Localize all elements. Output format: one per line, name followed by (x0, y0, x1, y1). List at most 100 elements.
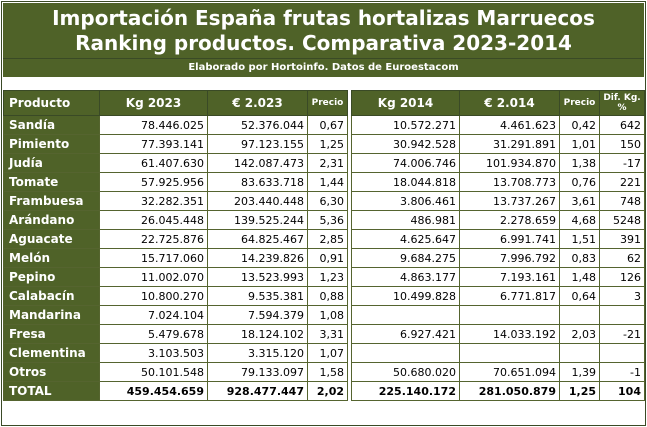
precio-2014-cell: 2,03 (559, 324, 600, 344)
dif-kg-cell: 104 (599, 381, 645, 401)
precio-2023-cell: 0,91 (307, 248, 348, 268)
table-row: Frambuesa 32.282.351 203.440.448 6,30 3.806.… (3, 191, 645, 211)
precio-2023-cell: 2,31 (307, 153, 348, 173)
header-eur-2014: € 2.014 (459, 90, 560, 116)
header-kg-2014: Kg 2014 (351, 90, 460, 116)
product-name: Clementina (3, 343, 100, 363)
kg-2014-cell: 18.044.818 (351, 172, 460, 192)
precio-2023-cell: 1,23 (307, 267, 348, 287)
product-name: Otros (3, 362, 100, 382)
eur-2023-cell: 142.087.473 (207, 153, 308, 173)
table-row: Calabacín 10.800.270 9.535.381 0,88 10.499.8… (3, 286, 645, 306)
precio-2014-cell: 3,61 (559, 191, 600, 211)
dif-kg-cell: 748 (599, 191, 645, 211)
table-row: Clementina 3.103.503 3.315.120 1,07 (3, 343, 645, 363)
total-row: TOTAL 459.454.659 928.477.447 2,02 225.140.1… (3, 381, 645, 401)
dif-kg-cell (599, 305, 645, 325)
kg-2023-cell: 10.800.270 (99, 286, 208, 306)
title-band: Importación España frutas hortalizas Mar… (3, 3, 644, 58)
dif-kg-cell: 221 (599, 172, 645, 192)
eur-2014-cell: 2.278.659 (459, 210, 560, 230)
eur-2014-cell: 70.651.094 (459, 362, 560, 382)
kg-2014-cell: 30.942.528 (351, 134, 460, 154)
eur-2014-cell (459, 305, 560, 325)
header-kg-2023: Kg 2023 (99, 90, 208, 116)
product-name: Arándano (3, 210, 100, 230)
precio-2023-cell: 1,07 (307, 343, 348, 363)
eur-2023-cell: 83.633.718 (207, 172, 308, 192)
precio-2023-cell: 2,85 (307, 229, 348, 249)
eur-2023-cell: 18.124.102 (207, 324, 308, 344)
kg-2014-cell (351, 305, 460, 325)
eur-2023-cell: 64.825.467 (207, 229, 308, 249)
kg-2014-cell: 9.684.275 (351, 248, 460, 268)
table-row: Aguacate 22.725.876 64.825.467 2,85 4.625.64… (3, 229, 645, 249)
kg-2014-cell: 486.981 (351, 210, 460, 230)
title-line-2: Ranking productos. Comparativa 2023-2014 (75, 31, 572, 55)
eur-2014-cell: 4.461.623 (459, 115, 560, 135)
dif-kg-cell (599, 343, 645, 363)
eur-2023-cell: 3.315.120 (207, 343, 308, 363)
kg-2014-cell: 6.927.421 (351, 324, 460, 344)
table-row: Pimiento 77.393.141 97.123.155 1,25 30.942.5… (3, 134, 645, 154)
eur-2014-cell: 14.033.192 (459, 324, 560, 344)
product-name: Mandarina (3, 305, 100, 325)
precio-2014-cell: 0,42 (559, 115, 600, 135)
table-row: Arándano 26.045.448 139.525.244 5,36 486.981… (3, 210, 645, 230)
kg-2023-cell: 77.393.141 (99, 134, 208, 154)
header-dif-kg: Dif. Kg. % (599, 90, 645, 116)
eur-2014-cell: 13.708.773 (459, 172, 560, 192)
kg-2014-cell: 50.680.020 (351, 362, 460, 382)
kg-2023-cell: 5.479.678 (99, 324, 208, 344)
precio-2023-cell: 5,36 (307, 210, 348, 230)
precio-2014-cell: 1,01 (559, 134, 600, 154)
product-name: Pepino (3, 267, 100, 287)
precio-2023-cell: 2,02 (307, 381, 348, 401)
dif-kg-cell: 126 (599, 267, 645, 287)
eur-2023-cell: 7.594.379 (207, 305, 308, 325)
precio-2023-cell: 0,88 (307, 286, 348, 306)
table-row: Fresa 5.479.678 18.124.102 3,31 6.927.421 14.… (3, 324, 645, 344)
kg-2023-cell: 78.446.025 (99, 115, 208, 135)
kg-2014-cell: 10.499.828 (351, 286, 460, 306)
precio-2014-cell: 0,83 (559, 248, 600, 268)
dif-kg-cell: 5248 (599, 210, 645, 230)
kg-2023-cell: 15.717.060 (99, 248, 208, 268)
eur-2023-cell: 52.376.044 (207, 115, 308, 135)
ranking-table: Producto Kg 2023 € 2.023 Precio Kg 2014 … (3, 90, 645, 401)
eur-2014-cell (459, 343, 560, 363)
kg-2023-cell: 459.454.659 (99, 381, 208, 401)
dif-kg-cell: -21 (599, 324, 645, 344)
dif-kg-cell: -1 (599, 362, 645, 382)
precio-2014-cell: 4,68 (559, 210, 600, 230)
header-eur-2023: € 2.023 (207, 90, 308, 116)
product-name: Melón (3, 248, 100, 268)
eur-2023-cell: 203.440.448 (207, 191, 308, 211)
table-row: Sandía 78.446.025 52.376.044 0,67 10.572.271… (3, 115, 645, 135)
dif-kg-cell: 642 (599, 115, 645, 135)
header-row: Producto Kg 2023 € 2.023 Precio Kg 2014 … (3, 90, 645, 116)
product-name: Pimiento (3, 134, 100, 154)
eur-2023-cell: 139.525.244 (207, 210, 308, 230)
precio-2014-cell: 1,51 (559, 229, 600, 249)
header-producto: Producto (3, 90, 100, 116)
eur-2023-cell: 79.133.097 (207, 362, 308, 382)
product-name: Judía (3, 153, 100, 173)
product-name: Aguacate (3, 229, 100, 249)
title-line-1: Importación España frutas hortalizas Mar… (52, 6, 595, 30)
kg-2014-cell (351, 343, 460, 363)
product-name: Frambuesa (3, 191, 100, 211)
precio-2014-cell: 0,76 (559, 172, 600, 192)
dif-kg-cell: 150 (599, 134, 645, 154)
eur-2023-cell: 928.477.447 (207, 381, 308, 401)
kg-2023-cell: 32.282.351 (99, 191, 208, 211)
product-name: TOTAL (3, 381, 100, 401)
eur-2014-cell: 13.737.267 (459, 191, 560, 211)
precio-2023-cell: 1,44 (307, 172, 348, 192)
kg-2023-cell: 61.407.630 (99, 153, 208, 173)
precio-2023-cell: 6,30 (307, 191, 348, 211)
eur-2014-cell: 7.996.792 (459, 248, 560, 268)
eur-2014-cell: 101.934.870 (459, 153, 560, 173)
eur-2014-cell: 6.771.817 (459, 286, 560, 306)
